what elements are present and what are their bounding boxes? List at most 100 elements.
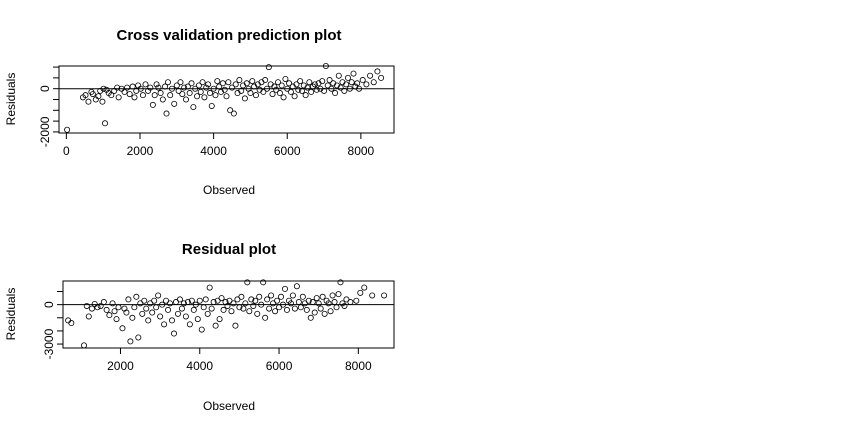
cv-data-point — [102, 120, 109, 127]
cv-data-point — [167, 92, 174, 99]
cv-data-point — [99, 98, 106, 105]
cv-data-point — [321, 87, 328, 94]
residual-data-point — [178, 305, 185, 312]
residual-data-point — [198, 326, 205, 333]
cv-data-point — [324, 82, 331, 89]
residual-data-point — [262, 314, 269, 321]
residual-data-point — [260, 279, 267, 286]
residual-data-point — [91, 300, 98, 307]
residual-data-point — [135, 334, 142, 341]
cv-x-tick-label: 2000 — [127, 144, 154, 158]
residual-data-point — [180, 300, 187, 307]
residual-data-point — [311, 309, 318, 316]
residual-data-point — [331, 299, 338, 306]
cv-data-point — [271, 83, 278, 90]
residual-data-point — [353, 297, 360, 304]
residual-data-point — [109, 300, 116, 307]
residual-data-point — [141, 297, 148, 304]
residual-data-point — [361, 284, 368, 291]
cv-data-point — [344, 74, 351, 81]
cv-data-point — [363, 81, 370, 88]
cv-data-point — [236, 77, 243, 84]
residual-data-point — [250, 302, 257, 309]
residual-data-point — [244, 279, 251, 286]
cv-data-point — [282, 75, 289, 82]
residual-data-point — [111, 308, 118, 315]
residual-data-point — [123, 309, 130, 316]
residual-data-point — [196, 297, 203, 304]
cv-data-point — [232, 81, 239, 88]
cv-data-point — [208, 102, 215, 109]
cv-data-point — [195, 82, 202, 89]
cv-data-point — [82, 92, 89, 99]
cv-data-point — [269, 91, 276, 98]
cv-y-tick-label: -2000 — [38, 116, 52, 147]
cv-data-point — [147, 84, 154, 91]
residual-plot-title: Residual plot — [182, 241, 276, 258]
residual-data-point — [88, 305, 95, 312]
residual-data-point — [252, 297, 259, 304]
cv-data-point — [142, 81, 149, 88]
cv-data-point — [284, 85, 291, 92]
residual-data-point — [369, 292, 376, 299]
cv-data-point — [332, 90, 339, 97]
cv-data-point — [247, 90, 254, 97]
residual-data-point — [159, 301, 166, 308]
residual-data-point — [248, 296, 255, 303]
residual-data-point — [325, 300, 332, 307]
residual-data-point — [337, 279, 344, 286]
cv-data-point — [184, 83, 191, 90]
residual-data-point — [309, 299, 316, 306]
residual-data-point — [200, 304, 207, 311]
cv-data-point — [118, 85, 125, 92]
cv-data-point — [171, 100, 178, 107]
cv-plot-marks: 0 2000 4000 6000 8000 -2000 0 — [38, 63, 394, 158]
cv-data-point — [179, 91, 186, 98]
residual-data-point — [238, 293, 245, 300]
cv-data-point — [322, 63, 329, 70]
residual-data-point — [341, 302, 348, 309]
residual-data-point — [106, 312, 113, 319]
residual-data-point — [293, 283, 300, 290]
residual-panel: Residual plot 2000 4000 6000 8000 -3000 0 Obs… — [4, 241, 395, 413]
cv-data-point — [194, 93, 201, 100]
residual-data-point — [212, 322, 219, 329]
residual-data-point — [268, 292, 275, 299]
residual-data-point — [170, 330, 177, 337]
residual-data-point — [291, 305, 298, 312]
cv-data-point — [163, 110, 170, 117]
cv-data-point — [319, 78, 326, 85]
cv-data-point — [328, 85, 335, 92]
residual-data-point — [240, 305, 247, 312]
residual-data-point — [305, 297, 312, 304]
residual-data-point — [228, 308, 235, 315]
cv-data-point — [326, 77, 333, 84]
cv-data-point — [263, 85, 270, 92]
cv-data-point — [157, 90, 164, 97]
residual-data-point — [313, 295, 320, 302]
cv-data-point — [212, 92, 219, 99]
residual-data-point — [303, 306, 310, 313]
residual-data-point — [299, 293, 306, 300]
cv-data-point — [121, 88, 128, 95]
cv-data-point — [302, 92, 309, 99]
residual-data-point — [208, 305, 215, 312]
cv-data-point — [243, 80, 250, 87]
cv-data-point — [197, 88, 204, 95]
cv-plot-frame — [58, 65, 395, 134]
cv-data-point — [354, 80, 361, 87]
cv-data-point — [173, 82, 180, 89]
residual-data-point — [315, 300, 322, 307]
cv-data-point — [306, 79, 313, 86]
cv-data-point — [186, 90, 193, 97]
residual-data-point — [151, 297, 158, 304]
residual-data-point — [176, 296, 183, 303]
cv-data-point — [149, 101, 156, 108]
cv-data-point — [278, 82, 285, 89]
cv-data-point — [175, 87, 182, 94]
residual-data-point — [113, 316, 120, 323]
cv-data-point — [313, 86, 320, 93]
cv-data-point — [151, 92, 158, 99]
cv-data-point — [155, 84, 162, 91]
residual-data-point — [287, 300, 294, 307]
